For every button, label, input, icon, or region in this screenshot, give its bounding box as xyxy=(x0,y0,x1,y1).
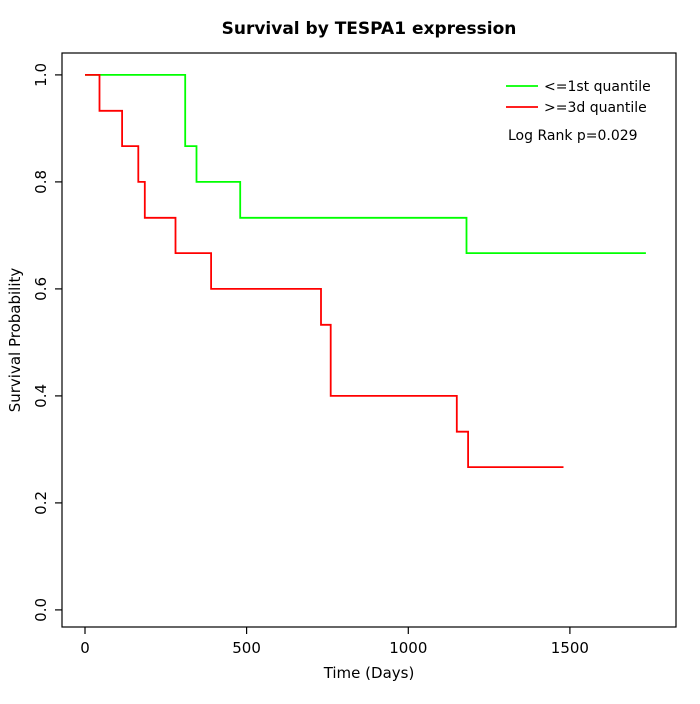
x-tick-label: 1500 xyxy=(551,639,589,657)
legend-label-third-quantile: >=3d quantile xyxy=(544,100,647,116)
legend-label-first-quantile: <=1st quantile xyxy=(544,79,651,95)
survival-curve-1 xyxy=(85,74,564,468)
y-axis-label: Survival Probability xyxy=(6,268,24,413)
y-tick-label: 0.6 xyxy=(32,277,50,301)
chart-layer: 0 500 1000 1500 0.0 0.2 0.4 0.6 0.8 1.0 xyxy=(32,52,677,657)
x-axis-label: Time (Days) xyxy=(323,664,415,682)
y-tick-label: 1.0 xyxy=(32,63,50,87)
y-tick-label: 0.2 xyxy=(32,491,50,515)
y-tick-label: 0.8 xyxy=(32,170,50,194)
y-tick-label: 0.4 xyxy=(32,384,50,408)
chart-title: Survival by TESPA1 expression xyxy=(222,19,517,39)
y-tick-label: 0.0 xyxy=(32,598,50,622)
survival-curve-0 xyxy=(85,74,646,254)
x-tick-label: 1000 xyxy=(389,639,427,657)
logrank-annotation: Log Rank p=0.029 xyxy=(508,128,638,144)
x-tick-label: 0 xyxy=(80,639,90,657)
x-tick-label: 500 xyxy=(232,639,261,657)
plot-box xyxy=(61,52,677,628)
